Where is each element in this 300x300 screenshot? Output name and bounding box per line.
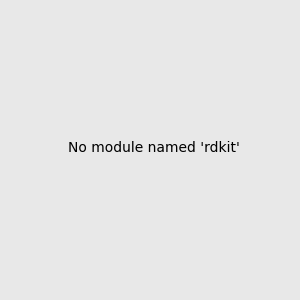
Text: No module named 'rdkit': No module named 'rdkit': [68, 140, 240, 154]
